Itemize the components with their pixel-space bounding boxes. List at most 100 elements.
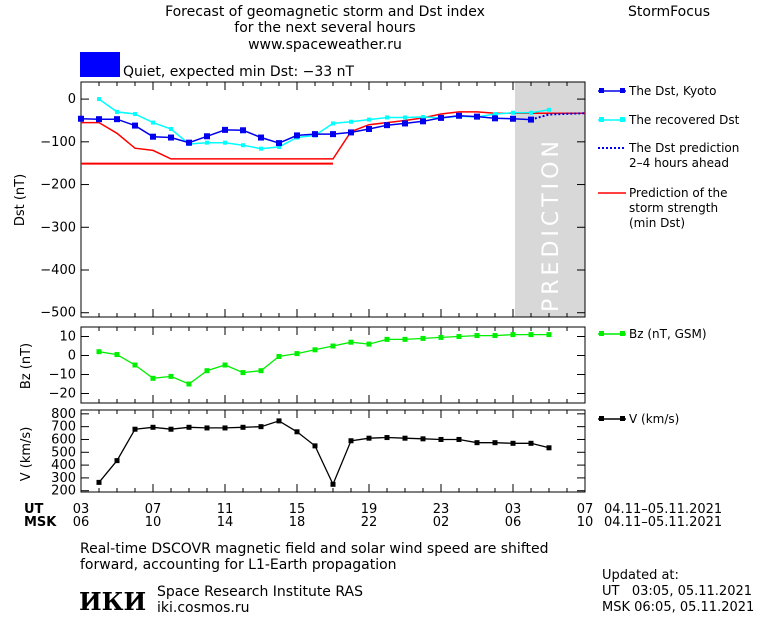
data-point xyxy=(114,116,120,123)
data-point xyxy=(133,112,137,117)
msk-label: MSK xyxy=(24,515,57,530)
ut-tick-label: 03 xyxy=(73,502,90,517)
data-point xyxy=(294,351,300,357)
data-point xyxy=(132,122,138,129)
institute-site: iki.cosmos.ru xyxy=(157,600,250,616)
msk-tick-label: 22 xyxy=(361,515,378,530)
data-point xyxy=(259,146,263,151)
data-point xyxy=(222,362,228,368)
y-tick-label: −500 xyxy=(40,306,76,321)
chart-subtitle: for the next several hours xyxy=(234,20,416,36)
data-point xyxy=(240,424,246,430)
data-point xyxy=(276,418,282,424)
prediction-label: PREDICTION xyxy=(539,137,564,312)
y-tick-label: −200 xyxy=(40,178,76,193)
msk-tick-label: 18 xyxy=(289,515,306,530)
chart-title: Forecast of geomagnetic storm and Dst in… xyxy=(165,4,485,20)
iki-logo: ИКИ xyxy=(79,587,147,616)
data-point xyxy=(96,349,102,355)
bz-series xyxy=(96,332,552,387)
v-ylabel: V (km/s) xyxy=(19,427,34,482)
data-point xyxy=(492,333,498,339)
msk-tick-label: 06 xyxy=(73,515,90,530)
data-point xyxy=(150,424,156,430)
data-point xyxy=(240,370,246,376)
y-tick-label: 600 xyxy=(51,432,76,447)
data-point xyxy=(385,115,389,120)
msk-range: 04.11–05.11.2021 xyxy=(604,515,722,530)
data-point xyxy=(258,424,264,430)
series-line xyxy=(81,111,585,160)
data-point xyxy=(168,134,174,141)
data-point xyxy=(78,115,84,122)
data-point xyxy=(348,339,354,345)
data-point xyxy=(510,440,516,446)
msk-tick-label: 02 xyxy=(433,515,450,530)
data-point xyxy=(186,381,192,387)
y-tick-label: −20 xyxy=(49,387,76,402)
y-tick-label: 200 xyxy=(51,484,76,499)
note-line-2: forward, accounting for L1-Earth propaga… xyxy=(80,557,397,573)
data-point xyxy=(240,127,246,134)
data-point xyxy=(150,133,156,140)
bz-axis: 10 0 −10 −20 xyxy=(49,327,586,403)
y-tick-label: 500 xyxy=(51,445,76,460)
y-tick-label: −10 xyxy=(49,368,76,383)
data-point xyxy=(529,110,533,115)
data-point xyxy=(96,479,102,485)
brand-name: StormFocus xyxy=(628,4,711,20)
bz-ylabel: Bz (nT) xyxy=(19,343,34,389)
data-point xyxy=(384,122,390,129)
updated-label: Updated at: xyxy=(602,568,679,583)
data-point xyxy=(150,375,156,381)
data-point xyxy=(115,109,119,114)
data-point xyxy=(186,424,192,430)
v-frame xyxy=(80,409,586,493)
dst-series xyxy=(78,97,586,165)
data-point xyxy=(474,333,480,339)
msk-tick-label: 14 xyxy=(217,515,234,530)
data-point xyxy=(510,115,516,122)
y-tick-label: −300 xyxy=(40,220,76,235)
ut-tick-label: 23 xyxy=(433,502,450,517)
data-point xyxy=(222,425,228,431)
data-point xyxy=(204,368,210,374)
data-point xyxy=(258,368,264,374)
data-point xyxy=(114,458,120,464)
data-point xyxy=(330,131,336,138)
data-point xyxy=(169,127,173,131)
legend-dst-recovered: The recovered Dst xyxy=(628,113,740,127)
ut-tick-label: 07 xyxy=(577,502,594,517)
data-point xyxy=(366,341,372,347)
data-point xyxy=(276,353,282,359)
data-point xyxy=(546,445,552,451)
dst-axis: 0 −100 −200 −300 −400 −500 xyxy=(40,82,586,321)
legend-dst-kyoto: The Dst, Kyoto xyxy=(628,84,716,98)
site-url: www.spaceweather.ru xyxy=(248,37,402,53)
data-point xyxy=(348,129,354,136)
data-point xyxy=(438,334,444,340)
data-point xyxy=(312,443,318,449)
data-point xyxy=(114,352,120,358)
data-point xyxy=(312,131,318,138)
institute-name: Space Research Institute RAS xyxy=(157,584,363,600)
data-point xyxy=(492,115,498,122)
data-point xyxy=(96,116,102,123)
status-text: Quiet, expected min Dst: −33 nT xyxy=(123,64,355,80)
data-point xyxy=(402,120,408,127)
data-point xyxy=(294,132,300,139)
data-point xyxy=(132,362,138,368)
bz-frame xyxy=(80,326,586,404)
data-point xyxy=(312,347,318,353)
data-point xyxy=(258,134,264,141)
data-point xyxy=(168,426,174,432)
y-tick-label: 10 xyxy=(59,330,76,345)
legend-storm-1: Prediction of the xyxy=(629,186,728,200)
v-series xyxy=(96,418,552,487)
y-tick-label: 0 xyxy=(68,349,76,364)
y-tick-label: −400 xyxy=(40,263,76,278)
data-point xyxy=(241,143,245,148)
data-point xyxy=(474,113,480,120)
